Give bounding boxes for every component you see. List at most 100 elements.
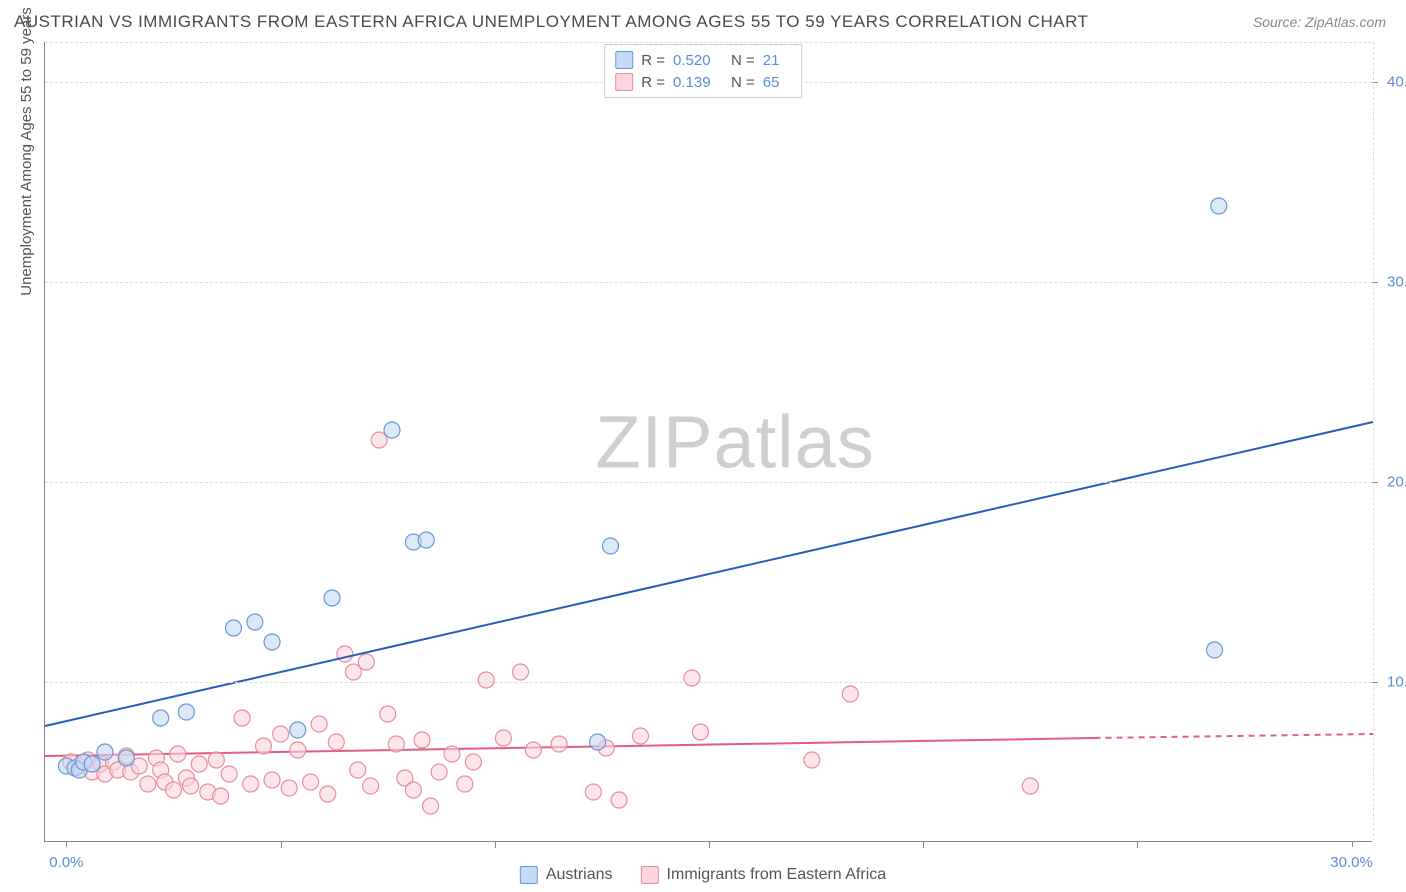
data-point bbox=[380, 706, 396, 722]
legend-label: Austrians bbox=[546, 866, 613, 884]
legend-stats-row: R = 0.139 N = 65 bbox=[615, 71, 791, 93]
legend-swatch bbox=[520, 866, 538, 884]
data-point bbox=[465, 754, 481, 770]
legend-stats-row: R = 0.520 N = 21 bbox=[615, 49, 791, 71]
data-point bbox=[140, 776, 156, 792]
gridline-vertical bbox=[1137, 842, 1138, 848]
data-point bbox=[1022, 778, 1038, 794]
gridline-vertical bbox=[923, 842, 924, 848]
data-point bbox=[290, 742, 306, 758]
data-point bbox=[388, 736, 404, 752]
data-point bbox=[1206, 642, 1222, 658]
data-point bbox=[350, 762, 366, 778]
data-point bbox=[363, 778, 379, 794]
data-point bbox=[478, 672, 494, 688]
data-point bbox=[264, 634, 280, 650]
data-point bbox=[213, 788, 229, 804]
data-point bbox=[602, 538, 618, 554]
legend-item: Immigrants from Eastern Africa bbox=[641, 866, 887, 884]
gridline-vertical bbox=[495, 842, 496, 848]
gridline-horizontal bbox=[45, 42, 1372, 43]
data-point bbox=[234, 710, 250, 726]
data-point bbox=[804, 752, 820, 768]
data-point bbox=[208, 752, 224, 768]
legend-swatch bbox=[615, 51, 633, 69]
legend-swatch bbox=[641, 866, 659, 884]
chart-svg bbox=[45, 42, 1372, 841]
data-point bbox=[273, 726, 289, 742]
data-point bbox=[303, 774, 319, 790]
data-point bbox=[692, 724, 708, 740]
data-point bbox=[221, 766, 237, 782]
data-point bbox=[444, 746, 460, 762]
n-value: 65 bbox=[763, 74, 791, 91]
data-point bbox=[1211, 198, 1227, 214]
data-point bbox=[495, 730, 511, 746]
trend-line-extrapolated bbox=[1095, 734, 1373, 738]
data-point bbox=[191, 756, 207, 772]
data-point bbox=[414, 732, 430, 748]
y-tick-label: 20.0% bbox=[1387, 474, 1406, 491]
r-label: R = bbox=[641, 52, 665, 69]
n-label: N = bbox=[731, 74, 755, 91]
data-point bbox=[166, 782, 182, 798]
data-point bbox=[431, 764, 447, 780]
data-point bbox=[423, 798, 439, 814]
y-axis-title: Unemployment Among Ages 55 to 59 years bbox=[18, 7, 35, 296]
data-point bbox=[405, 782, 421, 798]
gridline-vertical bbox=[709, 842, 710, 848]
data-point bbox=[384, 422, 400, 438]
x-tick-label: 0.0% bbox=[49, 854, 83, 871]
data-point bbox=[585, 784, 601, 800]
data-point bbox=[842, 686, 858, 702]
data-point bbox=[225, 620, 241, 636]
legend-series: Austrians Immigrants from Eastern Africa bbox=[520, 866, 886, 884]
data-point bbox=[684, 670, 700, 686]
n-label: N = bbox=[731, 52, 755, 69]
data-point bbox=[255, 738, 271, 754]
y-tick-label: 10.0% bbox=[1387, 674, 1406, 691]
data-point bbox=[632, 728, 648, 744]
data-point bbox=[611, 792, 627, 808]
legend-item: Austrians bbox=[520, 866, 613, 884]
trend-line bbox=[45, 422, 1373, 726]
gridline-horizontal bbox=[45, 682, 1372, 683]
data-point bbox=[290, 722, 306, 738]
r-value: 0.520 bbox=[673, 52, 723, 69]
data-point bbox=[324, 590, 340, 606]
data-point bbox=[170, 746, 186, 762]
data-point bbox=[281, 780, 297, 796]
legend-label: Immigrants from Eastern Africa bbox=[667, 866, 887, 884]
data-point bbox=[118, 750, 134, 766]
gridline-vertical bbox=[281, 842, 282, 848]
chart-title: AUSTRIAN VS IMMIGRANTS FROM EASTERN AFRI… bbox=[14, 12, 1088, 32]
data-point bbox=[551, 736, 567, 752]
data-point bbox=[84, 756, 100, 772]
data-point bbox=[525, 742, 541, 758]
legend-stats: R = 0.520 N = 21 R = 0.139 N = 65 bbox=[604, 44, 802, 98]
trend-line bbox=[45, 738, 1095, 756]
y-tick-label: 40.0% bbox=[1387, 74, 1406, 91]
r-value: 0.139 bbox=[673, 74, 723, 91]
data-point bbox=[247, 614, 263, 630]
x-tick-label: 30.0% bbox=[1330, 854, 1373, 871]
x-tick bbox=[1352, 841, 1353, 847]
gridline-vertical bbox=[1373, 42, 1374, 841]
y-tick-label: 30.0% bbox=[1387, 274, 1406, 291]
n-value: 21 bbox=[763, 52, 791, 69]
r-label: R = bbox=[641, 74, 665, 91]
plot-area: ZIPatlas 10.0%20.0%30.0%40.0%0.0%30.0% bbox=[44, 42, 1372, 842]
data-point bbox=[418, 532, 434, 548]
data-point bbox=[457, 776, 473, 792]
data-point bbox=[311, 716, 327, 732]
data-point bbox=[178, 704, 194, 720]
data-point bbox=[328, 734, 344, 750]
data-point bbox=[183, 778, 199, 794]
data-point bbox=[320, 786, 336, 802]
gridline-horizontal bbox=[45, 482, 1372, 483]
source-attribution: Source: ZipAtlas.com bbox=[1253, 14, 1386, 30]
gridline-horizontal bbox=[45, 282, 1372, 283]
data-point bbox=[97, 744, 113, 760]
data-point bbox=[513, 664, 529, 680]
data-point bbox=[264, 772, 280, 788]
